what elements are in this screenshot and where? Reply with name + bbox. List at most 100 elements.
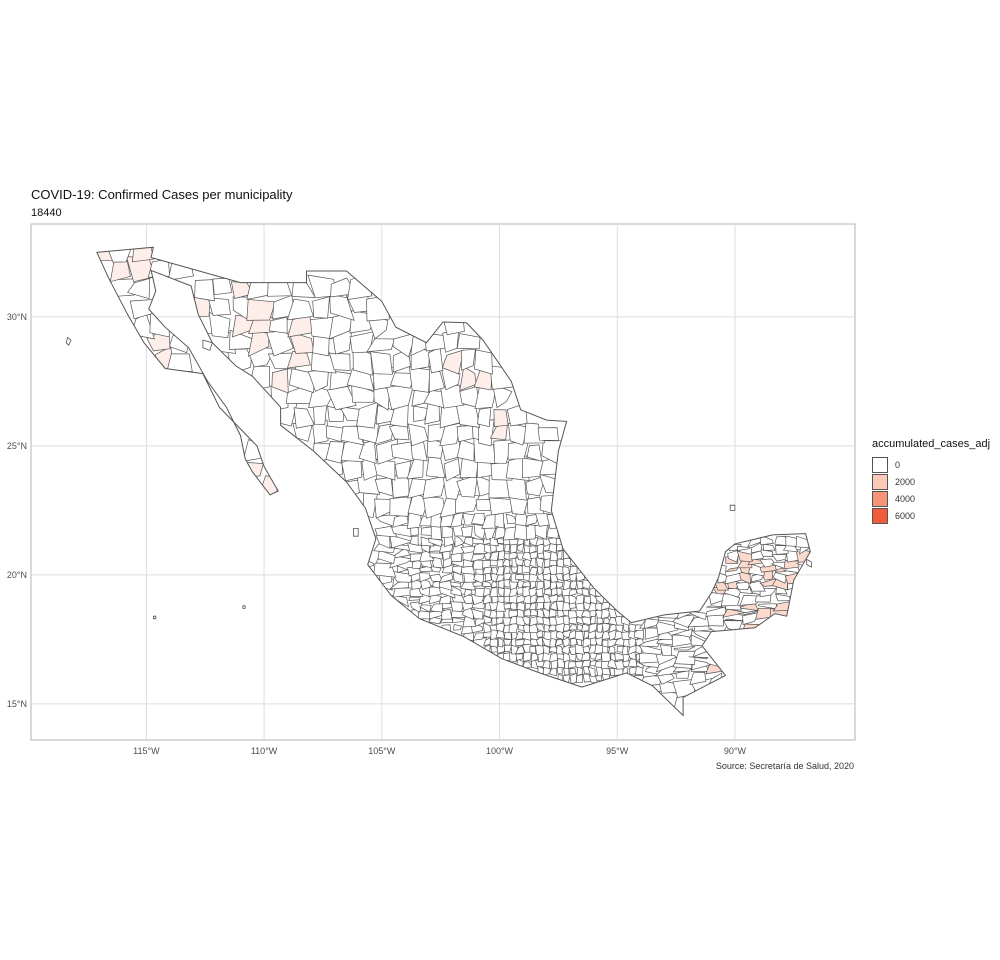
municipality <box>482 587 491 597</box>
municipality <box>408 596 421 601</box>
municipality <box>556 644 564 655</box>
municipality <box>505 513 518 525</box>
legend-entry: 4000 <box>872 490 996 507</box>
municipality <box>516 542 525 552</box>
municipality <box>514 510 529 527</box>
municipality <box>556 550 563 560</box>
municipality <box>548 608 557 618</box>
municipality <box>293 407 315 429</box>
x-tick-label: 95°W <box>606 746 629 756</box>
municipality <box>503 578 511 588</box>
municipality <box>440 384 465 409</box>
x-tick-label: 110°W <box>251 746 278 756</box>
municipality <box>762 543 776 551</box>
municipality <box>535 556 545 569</box>
municipality <box>460 545 477 554</box>
municipality <box>659 644 672 657</box>
municipality <box>373 459 396 481</box>
municipality <box>131 247 155 263</box>
municipality <box>307 274 337 299</box>
x-tick-label: 100°W <box>486 746 514 756</box>
island <box>202 339 213 351</box>
y-tick-label: 25°N <box>7 441 27 451</box>
legend: accumulated_cases_adj 0 2000 4000 6000 <box>872 438 996 524</box>
municipality <box>286 298 314 321</box>
municipality <box>454 534 465 548</box>
municipality <box>472 559 485 570</box>
municipality <box>542 666 551 677</box>
municipality <box>688 656 710 660</box>
municipality <box>470 512 485 526</box>
municipality <box>212 277 233 296</box>
municipality <box>389 496 413 517</box>
municipality <box>503 564 511 575</box>
municipality <box>463 588 473 598</box>
municipality <box>329 293 355 321</box>
municipality <box>419 572 431 583</box>
municipality <box>722 608 746 618</box>
municipality <box>460 348 476 371</box>
municipality <box>438 580 453 591</box>
municipality <box>498 637 504 648</box>
municipality <box>456 425 474 443</box>
municipality <box>534 511 551 527</box>
municipality <box>542 644 551 655</box>
municipality <box>453 624 462 631</box>
municipality <box>394 460 412 479</box>
island <box>153 615 157 620</box>
x-tick-label: 105°W <box>368 746 396 756</box>
municipality <box>441 608 453 620</box>
municipality <box>441 524 454 539</box>
municipality <box>529 646 536 654</box>
municipality <box>515 630 525 641</box>
municipality <box>489 365 515 390</box>
municipality <box>555 581 564 589</box>
municipality <box>602 622 611 634</box>
municipality <box>515 639 525 647</box>
municipality <box>109 259 131 283</box>
municipality <box>497 550 506 561</box>
mexico-outline <box>96 246 811 717</box>
municipality <box>429 552 443 560</box>
municipality <box>736 546 752 552</box>
municipality <box>207 297 231 316</box>
municipality <box>536 580 545 591</box>
municipality <box>370 351 393 375</box>
municipality <box>475 499 492 512</box>
y-tick-label: 15°N <box>7 699 27 709</box>
municipality <box>208 311 231 339</box>
municipality <box>757 603 777 610</box>
municipality <box>535 623 546 633</box>
municipality <box>489 497 513 516</box>
municipality <box>607 645 616 654</box>
municipality <box>108 278 135 298</box>
island <box>65 336 72 347</box>
legend-label: 2000 <box>895 476 916 487</box>
municipality <box>574 660 584 669</box>
municipality <box>556 595 565 602</box>
municipality <box>521 615 531 627</box>
municipality <box>621 631 631 640</box>
legend-swatch <box>872 456 888 473</box>
municipality <box>529 607 538 617</box>
municipality <box>419 604 432 613</box>
municipality <box>568 565 578 576</box>
municipality <box>575 580 585 590</box>
municipality <box>127 277 151 300</box>
municipality <box>391 595 410 608</box>
municipality <box>329 352 351 371</box>
municipality <box>461 525 473 537</box>
source-caption: Source: Secretaría de Salud, 2020 <box>715 761 854 771</box>
municipality <box>459 366 477 391</box>
legend-label: 4000 <box>895 493 916 504</box>
legend-swatch <box>872 490 888 507</box>
municipality <box>580 623 590 632</box>
municipality <box>312 419 329 444</box>
municipality <box>470 608 484 620</box>
municipality <box>452 523 465 537</box>
municipality <box>575 674 583 684</box>
municipality <box>194 279 215 302</box>
y-tick-label: 30°N <box>7 312 27 322</box>
